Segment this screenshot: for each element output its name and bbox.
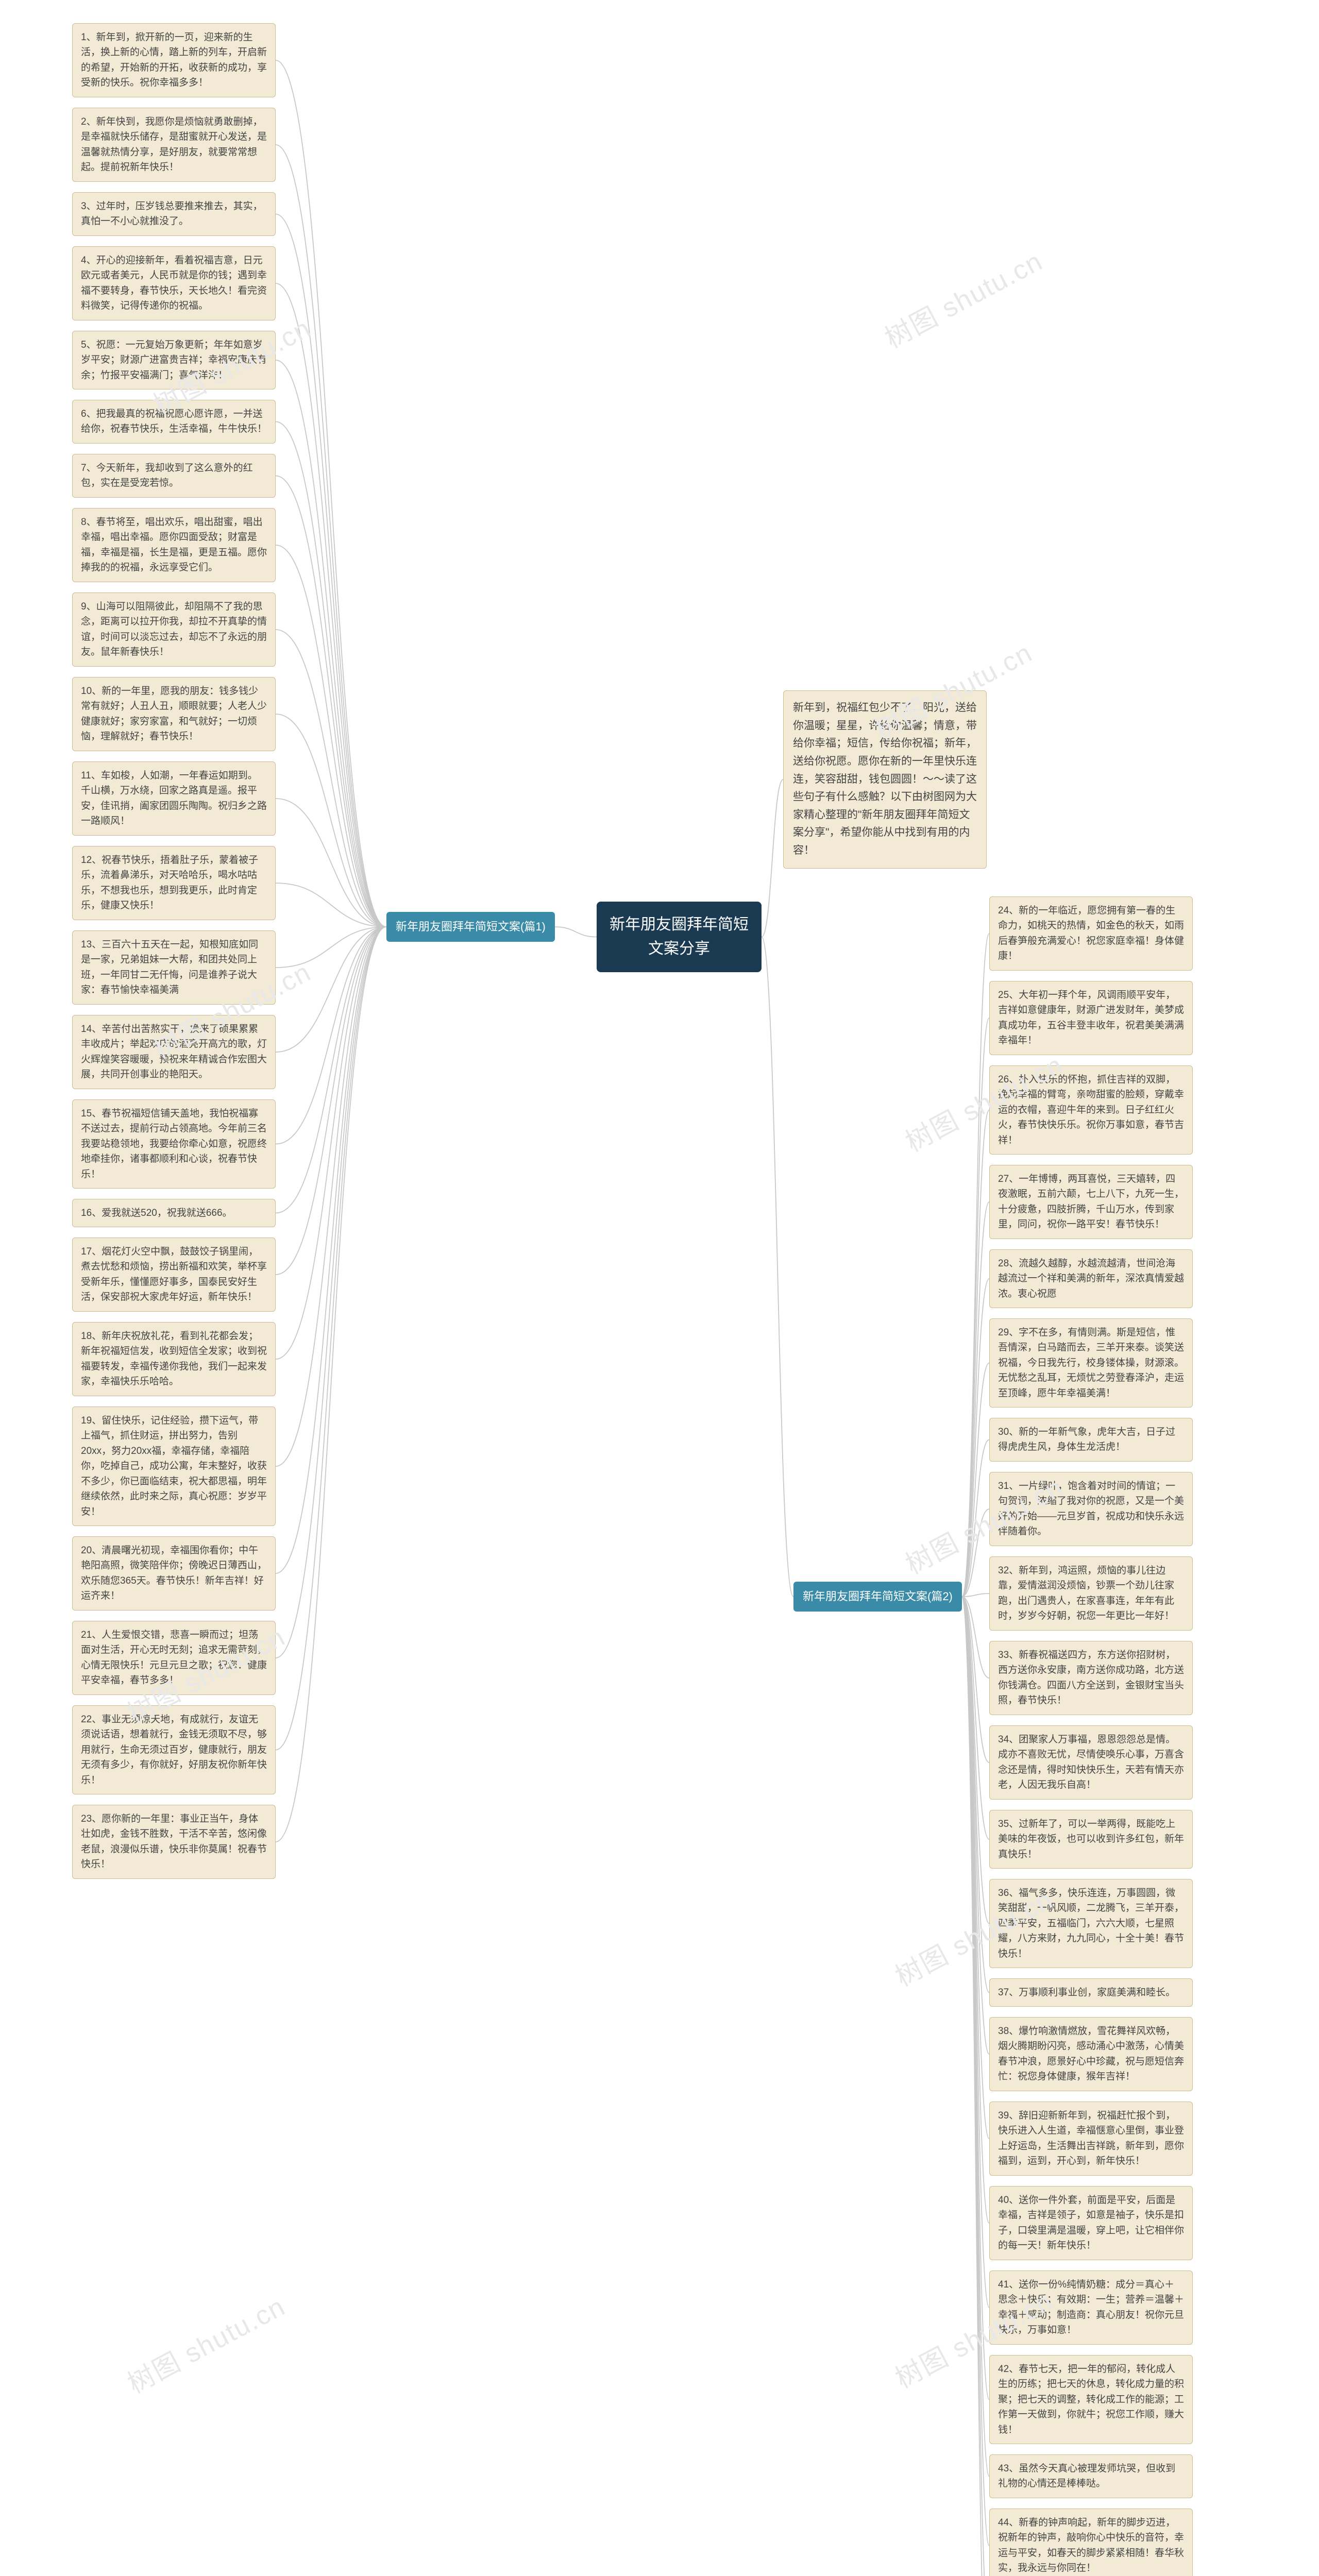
right-leaf-5: 28、流越久越醇，水越流越清，世间沧海越流过一个祥和美满的新年，深浓真情爱越浓。…	[989, 1249, 1193, 1308]
root-node: 新年朋友圈拜年简短文案分享	[597, 902, 762, 972]
left-leaf-23: 23、愿你新的一年里：事业正当午，身体壮如虎，金钱不胜数，干活不辛苦，悠闲像老鼠…	[72, 1805, 276, 1879]
left-leaf-4: 4、开心的迎接新年，看着祝福吉意，日元欧元或者美元，人民币就是你的钱；遇到幸福不…	[72, 246, 276, 320]
intro-node: 新年到，祝福红包少不了：阳光，送给你温暖；星星，许给你温馨；情意，带给你幸福；短…	[783, 690, 987, 869]
left-leaf-16: 16、爱我就送520，祝我就送666。	[72, 1199, 276, 1227]
right-leaf-18: 41、送你一份%纯情奶糖：成分＝真心＋思念＋快乐；有效期：一生；营养＝温馨＋幸福…	[989, 2270, 1193, 2345]
left-leaf-21: 21、人生爱恨交错，悲喜一瞬而过；坦荡面对生活，开心无时无刻；追求无需苛刻，心情…	[72, 1621, 276, 1695]
right-leaf-3: 26、扑入快乐的怀抱，抓住吉祥的双脚，挽起幸福的臂弯，亲吻甜蜜的脸颊，穿戴幸运的…	[989, 1065, 1193, 1155]
left-leaf-20: 20、清晨曙光初现，幸福围你看你；中午艳阳高照，微笑陪伴你；傍晚迟日薄西山，欢乐…	[72, 1536, 276, 1611]
left-leaf-18: 18、新年庆祝放礼花，看到礼花都会发；新年祝福短信发，收到短信全发家；收到祝福要…	[72, 1322, 276, 1396]
right-leaf-8: 31、一片绿叶，饱含着对时间的情谊；一句贺词，浓缩了我对你的祝愿，又是一个美好的…	[989, 1472, 1193, 1546]
branch-left: 新年朋友圈拜年简短文案(篇1)	[386, 912, 555, 942]
watermark-8: 树图 shutu.cn	[120, 2285, 291, 2400]
watermark-1: 树图 shutu.cn	[877, 240, 1049, 355]
left-leaf-6: 6、把我最真的祝福祝愿心愿许愿，一并送给你，祝春节快乐，生活幸福，牛牛快乐！	[72, 400, 276, 444]
right-leaf-14: 37、万事顺利事业创，家庭美满和睦长。	[989, 1978, 1193, 2007]
left-leaf-12: 12、祝春节快乐，捂着肚子乐，蒙着被子乐，流着鼻涕乐，对天哈哈乐，喝水咕咕乐，不…	[72, 846, 276, 920]
left-leaf-10: 10、新的一年里，愿我的朋友：钱多钱少常有就好；人丑人丑，顺眼就要；人老人少健康…	[72, 677, 276, 751]
left-leaf-11: 11、车如梭，人如潮，一年春运如期到。千山横，万水绕，回家之路真是遥。报平安，佳…	[72, 761, 276, 836]
right-leaf-20: 43、虽然今天真心被理发师坑哭，但收到礼物的心情还是棒棒哒。	[989, 2454, 1193, 2498]
right-leaf-19: 42、春节七天，把一年的郁闷，转化成人生的历练；把七天的休息，转化成力量的积聚；…	[989, 2355, 1193, 2444]
right-leaf-10: 33、新春祝福送四方，东方送你招财树，西方送你永安康，南方送你成功路，北方送你钱…	[989, 1641, 1193, 1715]
left-leaf-19: 19、留住快乐，记住经验，攒下运气，带上福气，抓住财运，拼出努力，告别20xx，…	[72, 1406, 276, 1526]
branch-right: 新年朋友圈拜年简短文案(篇2)	[793, 1582, 962, 1612]
left-leaf-8: 8、春节将至，唱出欢乐，唱出甜蜜，唱出幸福，唱出幸福。愿你四面受敌；财富是福，幸…	[72, 508, 276, 582]
right-leaf-17: 40、送你一件外套，前面是平安，后面是幸福，吉祥是领子，如意是袖子，快乐是扣子，…	[989, 2186, 1193, 2260]
right-leaf-12: 35、过新年了，可以一举两得，既能吃上美味的年夜饭，也可以收到许多红包，新年真快…	[989, 1810, 1193, 1869]
right-leaf-2: 25、大年初一拜个年，风调雨顺平安年，吉祥如意健康年，财源广进发财年，美梦成真成…	[989, 981, 1193, 1055]
right-leaf-9: 32、新年到，鸿运照，烦恼的事儿往边靠，爱情滋润没烦恼，钞票一个劲儿往家跑，出门…	[989, 1556, 1193, 1631]
right-leaf-11: 34、团聚家人万事福，恩恩怨怨总是情。成亦不喜败无忧，尽情使唤乐心事，万喜含念还…	[989, 1725, 1193, 1800]
left-leaf-15: 15、春节祝福短信铺天盖地，我怕祝福寡不送过去，提前行动占领高地。今年前三名我要…	[72, 1099, 276, 1189]
right-leaf-15: 38、爆竹响激情燃放，雪花舞祥风欢畅，烟火腾期盼闪亮，感动涌心中激荡，心情美春节…	[989, 2017, 1193, 2091]
right-leaf-6: 29、字不在多，有情则满。斯是短信，惟吾情深，白马踏而去，三羊开来泰。谈笑送祝福…	[989, 1318, 1193, 1408]
left-leaf-1: 1、新年到，掀开新的一页，迎来新的生活，换上新的心情，踏上新的列车，开启新的希望…	[72, 23, 276, 97]
left-leaf-5: 5、祝愿：一元复始万象更新；年年如意岁岁平安；财源广进富贵吉祥；幸福安康庆有余；…	[72, 331, 276, 389]
left-leaf-3: 3、过年时，压岁钱总要推来推去，其实，真怕一不小心就推没了。	[72, 192, 276, 236]
left-leaf-9: 9、山海可以阻隔彼此，却阻隔不了我的思念，距离可以拉开你我，却拉不开真挚的情谊，…	[72, 592, 276, 667]
right-leaf-7: 30、新的一年新气象，虎年大吉，日子过得虎虎生风，身体生龙活虎！	[989, 1418, 1193, 1462]
mindmap-container: 新年朋友圈拜年简短文案分享 新年到，祝福红包少不了：阳光，送给你温暖；星星，许给…	[0, 0, 1319, 2576]
left-leaf-22: 22、事业无须惊天地，有成就行，友谊无须说话语，想着就行，金钱无须取不尽，够用就…	[72, 1705, 276, 1794]
right-leaf-4: 27、一年博博，两耳喜悦，三天嬉转，四夜激眠，五前六颠，七上八下，九死一生，十分…	[989, 1165, 1193, 1239]
left-leaf-7: 7、今天新年，我却收到了这么意外的红包，实在是受宠若惊。	[72, 454, 276, 498]
left-leaf-13: 13、三百六十五天在一起，知根知底如同是一家，兄弟姐妹一大帮，和团共处同上班，一…	[72, 930, 276, 1005]
right-leaf-13: 36、福气多多，快乐连连，万事圆圆，微笑甜甜，一帆风顺，二龙腾飞，三羊开泰，四季…	[989, 1879, 1193, 1968]
right-leaf-21: 44、新春的钟声响起，新年的脚步迈进，祝新年的钟声，敲响你心中快乐的音符，幸运与…	[989, 2509, 1193, 2576]
left-leaf-2: 2、新年快到，我愿你是烦恼就勇敢删掉，是幸福就快乐储存，是甜蜜就开心发送，是温馨…	[72, 108, 276, 182]
right-leaf-16: 39、辞旧迎新新年到，祝福赶忙报个到，快乐进入人生道，幸福惬意心里倒，事业登上好…	[989, 2102, 1193, 2176]
right-leaf-1: 24、新的一年临近，愿您拥有第一春的生命力，如桃天的热情，如金色的秋天，如雨后春…	[989, 896, 1193, 971]
left-leaf-17: 17、烟花灯火空中飘，鼓鼓饺子锅里闹，煮去忧愁和烦恼，捞出新福和欢笑，举杯享受新…	[72, 1238, 276, 1312]
left-leaf-14: 14、辛苦付出苦熬实干，换来了硕果累累丰收成片；举起欢庆的酒亮开高亢的歌，灯火辉…	[72, 1015, 276, 1089]
